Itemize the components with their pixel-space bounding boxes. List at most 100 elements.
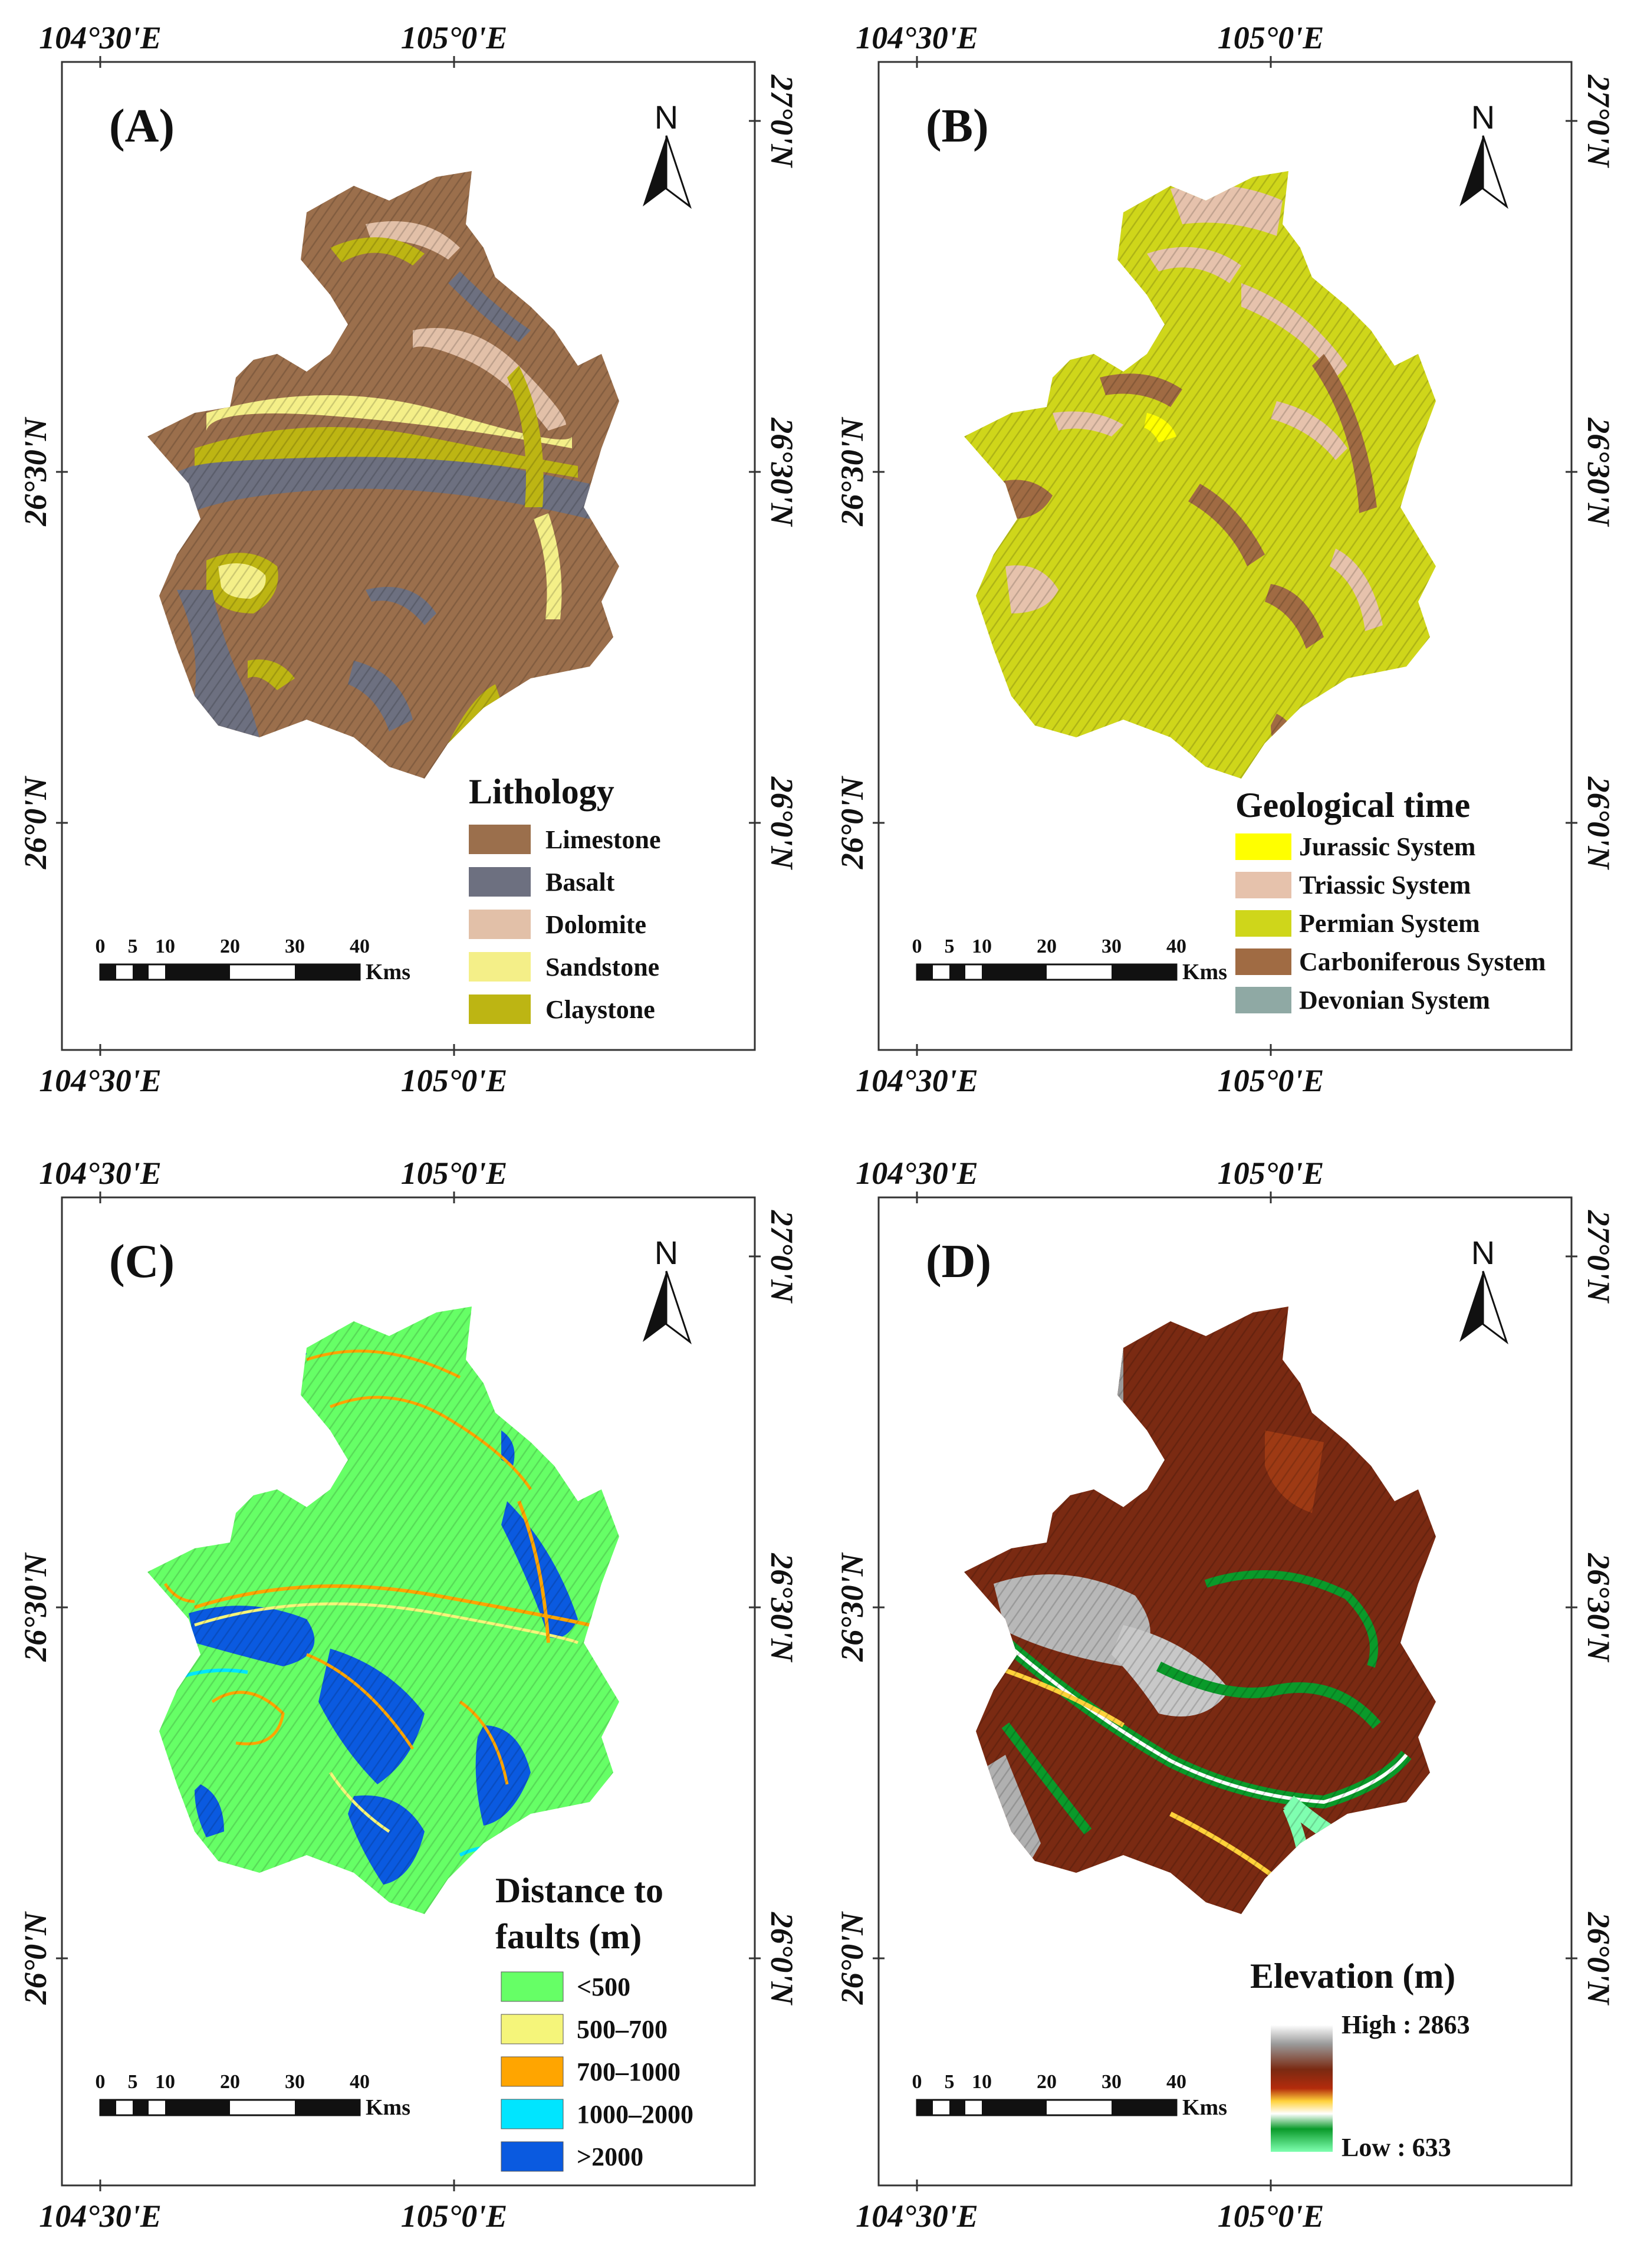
legend-swatch <box>1235 987 1291 1013</box>
legend-label: <500 <box>577 1972 630 2001</box>
scale-unit: Kms <box>366 2095 410 2120</box>
left-lat-label-1: 26°30'N <box>18 1552 53 1662</box>
ramp-high-label: High : 2863 <box>1342 2010 1470 2039</box>
left-lat-label-1: 26°30'N <box>834 1552 870 1662</box>
legend-label: Basalt <box>545 868 615 897</box>
legend-label: 1000–2000 <box>577 2100 693 2129</box>
panel-elevation: 104°30'E 105°0'E 104°30'E 105°0'E 26°30'… <box>817 1135 1634 2268</box>
elevation-ramp <box>1271 2025 1333 2152</box>
legend-swatch <box>469 867 531 897</box>
legend-title-line-1: Distance to <box>495 1871 663 1910</box>
map-frame <box>877 61 1573 1051</box>
north-label: N <box>655 1234 678 1271</box>
scale-tick: 10 <box>155 936 175 957</box>
north-arrow-icon: N <box>1459 99 1508 209</box>
legend-swatch <box>1235 948 1291 975</box>
scale-tick: 5 <box>945 936 955 957</box>
legend-swatch <box>469 952 531 982</box>
legend-label: 700–1000 <box>577 2057 680 2086</box>
north-arrow-icon: N <box>643 99 692 209</box>
legend-title: Geological time <box>1235 786 1470 825</box>
legend-label: Permian System <box>1299 909 1480 938</box>
panel-label: (B) <box>926 100 989 152</box>
bottom-lon-label-2: 105°0'E <box>401 1063 508 1098</box>
legend-swatch <box>1235 910 1291 937</box>
top-lon-label-2: 105°0'E <box>401 20 508 55</box>
legend-swatch <box>469 910 531 939</box>
legend: Geological time Jurassic System Triassic… <box>1235 786 1546 1015</box>
scale-tick: 0 <box>96 2071 106 2093</box>
legend-label: Devonian System <box>1299 986 1490 1015</box>
top-lon-label-1: 104°30'E <box>39 1156 162 1191</box>
north-label: N <box>1471 99 1495 136</box>
legend-label: Jurassic System <box>1299 832 1475 861</box>
map-svg-b: 104°30'E 105°0'E 104°30'E 105°0'E 26°30'… <box>834 20 1616 1098</box>
lithology-map <box>147 171 619 779</box>
legend-title-line-2: faults (m) <box>495 1917 642 1956</box>
scale-tick: 5 <box>945 2071 955 2093</box>
scale-bar: 0 5 10 20 30 40 Kms <box>96 2071 411 2120</box>
legend-label: Claystone <box>545 995 655 1024</box>
panel-label: (C) <box>109 1236 175 1288</box>
right-lat-label-3: 26°0'N <box>764 1912 800 2006</box>
top-lon-label-2: 105°0'E <box>1218 1156 1324 1191</box>
bottom-lon-label-1: 104°30'E <box>39 1063 162 1098</box>
left-lat-label-2: 26°0'N <box>834 776 870 870</box>
scale-unit: Kms <box>1182 2095 1227 2120</box>
scale-tick: 40 <box>1166 936 1186 957</box>
distance-to-faults-map <box>147 1307 619 1914</box>
legend-swatch <box>501 2141 564 2172</box>
top-lon-label-2: 105°0'E <box>401 1156 508 1191</box>
right-lat-label-3: 26°0'N <box>1581 1912 1616 2006</box>
north-arrow-icon: N <box>1459 1234 1508 1345</box>
scale-tick: 30 <box>285 936 305 957</box>
map-frame <box>61 61 756 1051</box>
legend-label: Carboniferous System <box>1299 947 1546 976</box>
right-lat-label-3: 26°0'N <box>764 776 800 871</box>
scale-tick: 40 <box>1166 2071 1186 2093</box>
map-svg-c: 104°30'E 105°0'E 104°30'E 105°0'E 26°30'… <box>18 1156 800 2234</box>
scale-tick: 20 <box>220 2071 240 2093</box>
scale-bar: 0 5 10 20 30 40 Kms <box>912 936 1228 984</box>
right-lat-label-2: 26°30'N <box>764 417 800 527</box>
panel-geological-time: 104°30'E 105°0'E 104°30'E 105°0'E 26°30'… <box>817 0 1634 1133</box>
left-lat-label-2: 26°0'N <box>18 776 53 870</box>
right-lat-label-1: 27°0'N <box>1581 1210 1616 1304</box>
scale-unit: Kms <box>366 960 410 984</box>
legend-title: Elevation (m) <box>1250 1957 1455 1995</box>
scale-tick: 30 <box>285 2071 305 2093</box>
legend-swatch <box>1235 872 1291 898</box>
bottom-lon-label-1: 104°30'E <box>856 1063 978 1098</box>
top-lon-label-2: 105°0'E <box>1218 20 1324 55</box>
scale-tick: 20 <box>1037 936 1057 957</box>
right-lat-label-2: 26°30'N <box>764 1553 800 1663</box>
legend-label: Sandstone <box>545 953 659 982</box>
legend-title: Lithology <box>469 772 614 811</box>
legend-swatch <box>501 2056 564 2087</box>
legend-swatch <box>501 1971 564 2002</box>
scale-tick: 10 <box>155 2071 175 2093</box>
scale-tick: 0 <box>912 936 922 957</box>
ramp-low-label: Low : 633 <box>1342 2133 1451 2162</box>
legend: Elevation (m) High : 2863 Low : 633 <box>1250 1957 1470 2162</box>
scale-tick: 5 <box>128 2071 138 2093</box>
scale-tick: 30 <box>1102 936 1122 957</box>
left-lat-label-1: 26°30'N <box>18 416 53 527</box>
panel-distance-to-faults: 104°30'E 105°0'E 104°30'E 105°0'E 26°30'… <box>0 1135 817 2268</box>
scale-tick: 10 <box>972 2071 992 2093</box>
north-arrow-icon: N <box>643 1234 692 1345</box>
bottom-lon-label-1: 104°30'E <box>856 2198 978 2234</box>
geological-time-map <box>964 171 1436 779</box>
right-lat-label-1: 27°0'N <box>764 74 800 169</box>
legend-swatch <box>1235 833 1291 860</box>
bottom-lon-label-1: 104°30'E <box>39 2198 162 2234</box>
legend-label: Limestone <box>545 825 661 854</box>
panel-lithology: 104°30'E 105°0'E 104°30'E 105°0'E 26°30'… <box>0 0 817 1133</box>
north-label: N <box>655 99 678 136</box>
legend-label: Dolomite <box>545 910 646 939</box>
left-lat-label-2: 26°0'N <box>18 1911 53 2006</box>
legend-swatch <box>501 2099 564 2129</box>
bottom-lon-label-2: 105°0'E <box>401 2198 508 2234</box>
scale-tick: 5 <box>128 936 138 957</box>
legend-swatch <box>501 2014 564 2044</box>
